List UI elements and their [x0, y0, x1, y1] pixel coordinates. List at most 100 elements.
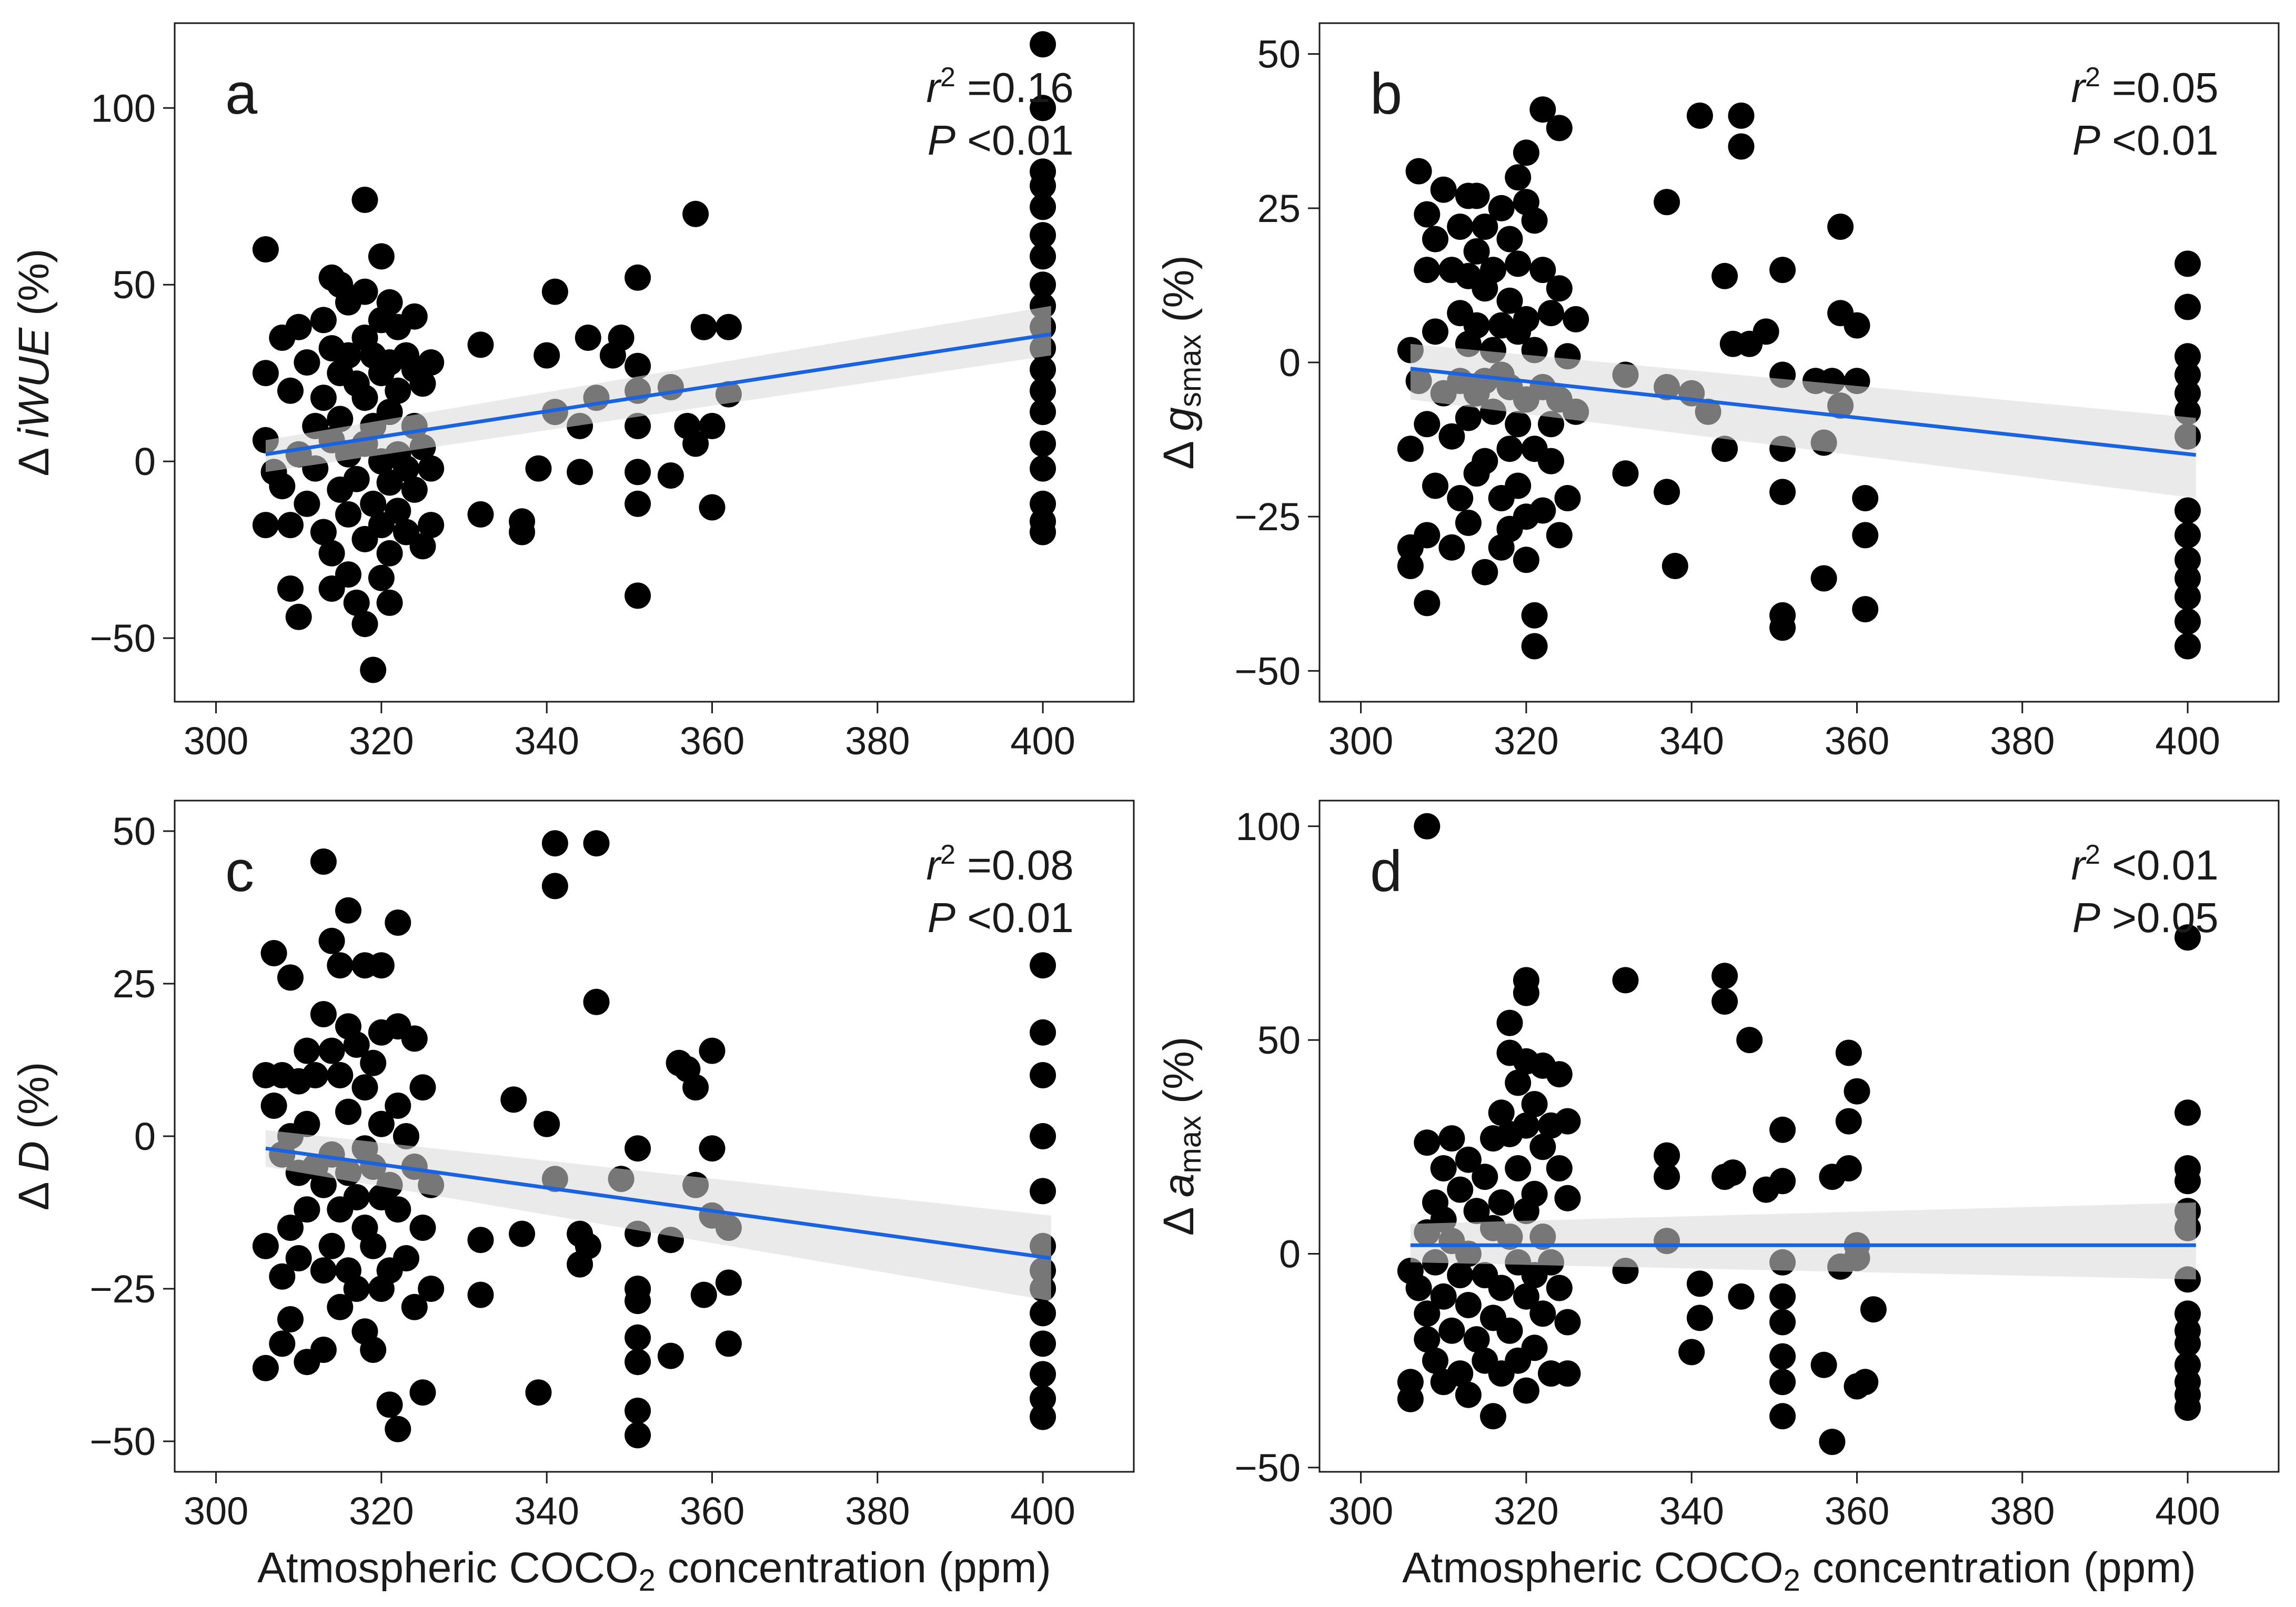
- data-point: [385, 1416, 411, 1442]
- data-point: [1455, 405, 1482, 431]
- x-axis-title-start: Atmospheric COCO: [1402, 1544, 1784, 1592]
- data-point: [682, 430, 709, 457]
- r-squared-value: 0.16: [992, 64, 1074, 111]
- data-point: [376, 1391, 403, 1418]
- data-point: [1654, 1164, 1680, 1190]
- data-point: [1538, 300, 1564, 327]
- data-point: [1455, 1292, 1482, 1318]
- data-point: [1728, 1283, 1755, 1310]
- data-point: [1769, 257, 1796, 284]
- data-point: [1405, 158, 1432, 185]
- data-point: [310, 1001, 337, 1027]
- data-point: [1455, 1381, 1482, 1408]
- data-point: [1529, 96, 1556, 123]
- data-point: [318, 1232, 345, 1259]
- y-axis-unit: (%): [10, 249, 58, 328]
- data-point: [1513, 547, 1539, 573]
- data-point: [509, 519, 536, 545]
- data-point: [1430, 176, 1457, 203]
- data-point: [699, 412, 726, 439]
- data-point: [625, 352, 651, 379]
- r-superscript: 2: [940, 62, 955, 93]
- data-point: [715, 314, 742, 340]
- data-point: [360, 1337, 387, 1363]
- data-point: [625, 264, 651, 291]
- x-tick-label: 340: [1659, 1489, 1724, 1533]
- y-tick-label: 0: [134, 1115, 156, 1158]
- p-value-label: P <: [2072, 117, 2137, 164]
- data-point: [2174, 522, 2201, 549]
- data-point: [1769, 1403, 1796, 1430]
- panel-letter: b: [1370, 62, 1402, 126]
- data-point: [1711, 436, 1738, 462]
- y-axis-title: Δ D (%): [10, 1062, 58, 1211]
- data-point: [393, 1123, 419, 1149]
- data-point: [1414, 522, 1441, 549]
- data-point: [2174, 565, 2201, 592]
- data-point: [1529, 257, 1556, 284]
- y-tick-label: 50: [1257, 1018, 1301, 1062]
- r-symbol: r: [2071, 64, 2087, 111]
- data-point: [1686, 102, 1713, 129]
- x-tick-label: 380: [1990, 1489, 2055, 1533]
- data-point: [575, 325, 601, 351]
- data-point: [1414, 1326, 1441, 1353]
- data-point: [1546, 115, 1573, 142]
- data-point: [1463, 183, 1490, 209]
- data-point: [541, 830, 568, 857]
- data-point: [285, 314, 312, 340]
- data-point: [1414, 590, 1441, 616]
- data-point: [1030, 194, 1056, 220]
- data-point: [252, 360, 279, 387]
- regression-line: [1410, 367, 2197, 457]
- data-point: [1529, 1300, 1556, 1327]
- data-point: [360, 1049, 387, 1076]
- data-point: [343, 1184, 370, 1210]
- data-point: [1819, 1429, 1846, 1456]
- data-point: [1852, 522, 1879, 549]
- data-point: [1030, 95, 1056, 122]
- data-point: [277, 512, 304, 539]
- data-point: [1719, 1159, 1746, 1186]
- data-point: [1496, 436, 1523, 462]
- data-point: [541, 873, 568, 899]
- data-point: [1030, 1019, 1056, 1046]
- data-point: [699, 494, 726, 521]
- r-squared-operator: =: [2100, 64, 2137, 111]
- x-tick-label: 360: [680, 719, 744, 763]
- data-point: [1769, 1369, 1796, 1396]
- y-tick-label: −25: [89, 1267, 156, 1311]
- data-point: [1030, 356, 1056, 383]
- x-axis-subscript: 2: [639, 1563, 656, 1598]
- data-point: [1769, 1309, 1796, 1336]
- x-tick-label: 400: [1010, 719, 1075, 763]
- data-point: [1455, 1146, 1482, 1173]
- data-point: [2174, 1394, 2201, 1421]
- p-value: 0.05: [2137, 894, 2219, 941]
- data-point: [1529, 497, 1556, 524]
- data-point: [343, 466, 370, 492]
- data-point: [1661, 553, 1688, 579]
- data-point: [351, 186, 378, 213]
- data-point: [1852, 596, 1879, 623]
- data-point: [335, 897, 361, 924]
- data-point: [310, 1171, 337, 1198]
- data-point: [2174, 1168, 2201, 1195]
- data-point: [1488, 195, 1515, 221]
- p-value-label: P >: [2072, 894, 2137, 941]
- y-axis-unit: (%): [1155, 1037, 1203, 1116]
- data-point: [294, 1110, 320, 1137]
- y-tick-label: 0: [1279, 341, 1301, 385]
- data-point: [335, 561, 361, 588]
- y-axis-unit: (%): [10, 1062, 58, 1141]
- data-point: [310, 385, 337, 411]
- y-axis-variable: D: [10, 1141, 58, 1172]
- p-value: 0.01: [992, 117, 1074, 164]
- data-point: [1513, 1112, 1539, 1139]
- x-axis-subscript: 2: [1784, 1563, 1800, 1598]
- data-point: [1505, 164, 1532, 191]
- data-point: [1769, 1116, 1796, 1143]
- data-point: [409, 370, 436, 397]
- data-point: [1030, 1300, 1056, 1327]
- data-point: [252, 1355, 279, 1381]
